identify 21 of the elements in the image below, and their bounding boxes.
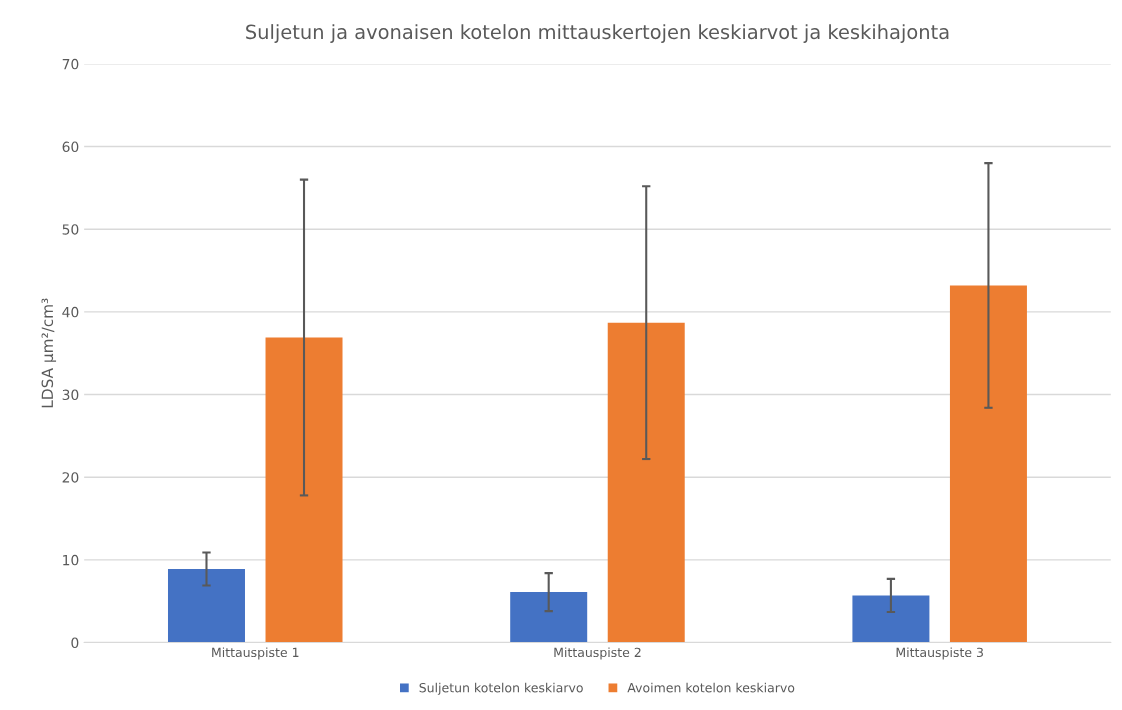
bar [949, 285, 1027, 643]
y-tick-label: 0 [71, 637, 79, 649]
y-tick-label: 20 [62, 472, 79, 483]
bar [607, 322, 685, 643]
bar [852, 595, 930, 643]
chart-title: Suljetun ja avonaisen kotelon mittauskertojen keskiarvot ja keskihajonta [246, 24, 949, 43]
legend-label: Suljetun kotelon keskiarvo [419, 682, 583, 695]
y-tick-label: 10 [63, 554, 79, 566]
y-axis-title: LDSA µm²/cm³ [41, 298, 57, 408]
y-tick-label: 30 [62, 389, 79, 401]
y-tick-label: 70 [62, 58, 79, 70]
bar [167, 568, 245, 643]
bar [510, 592, 588, 643]
y-tick-label: 40 [62, 306, 79, 318]
legend-label: Avoimen kotelon keskiarvo [627, 682, 795, 693]
x-tick-label: Mittauspiste 3 [896, 647, 983, 660]
y-tick-label: 50 [62, 224, 79, 235]
bar [265, 337, 343, 643]
y-tick-label: 60 [62, 141, 79, 153]
x-tick-label: Mittauspiste 1 [212, 647, 299, 660]
x-tick-label: Mittauspiste 2 [554, 647, 641, 660]
